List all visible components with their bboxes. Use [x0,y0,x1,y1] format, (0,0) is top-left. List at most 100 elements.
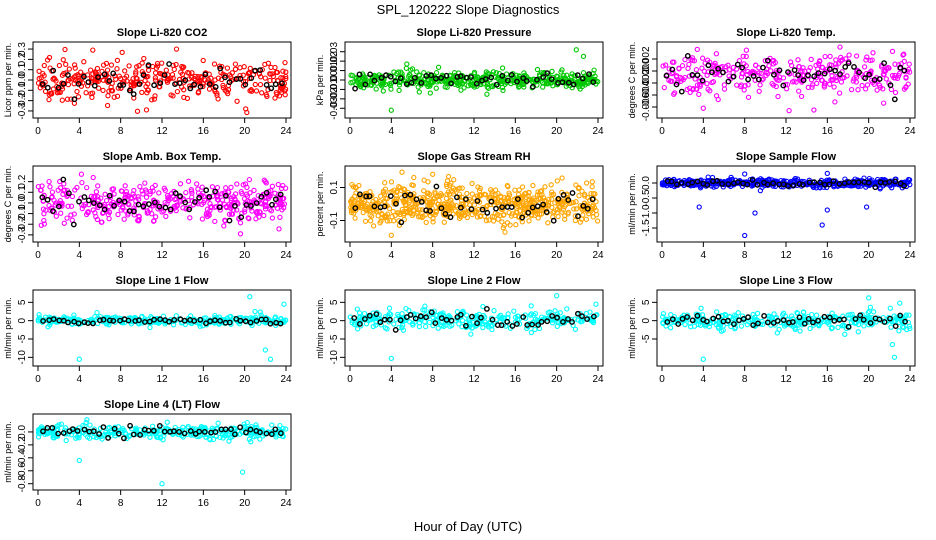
x-tick-label: 24 [592,374,604,385]
panel-title: Slope Gas Stream RH [417,151,530,163]
data-point [861,323,867,329]
y-tick-label: 0.1 [329,180,340,194]
data-point [199,184,205,190]
data-point [269,183,276,189]
data-point [215,420,221,426]
data-point [661,84,667,91]
black-point [177,193,184,200]
x-tick-label: 16 [822,374,834,385]
data-point [361,75,367,82]
data-point [139,60,145,66]
black-point [520,75,527,82]
data-point [388,179,395,185]
data-point [100,62,107,68]
data-point [500,87,506,94]
y-tick-label: 0 [641,317,652,323]
x-tick-label: 24 [904,374,916,385]
black-point [554,314,560,321]
data-point [199,216,206,222]
black-point [780,317,787,323]
data-point [119,49,125,56]
data-point [901,58,907,65]
x-tick-label: 24 [280,374,292,385]
data-point [38,75,44,81]
data-point [451,177,457,183]
data-point [498,78,504,85]
data-point [48,91,54,97]
outlier-point [819,222,825,228]
black-point [216,204,223,211]
data-point [206,86,213,92]
data-point [237,220,244,226]
outlier-point [76,457,82,464]
data-point [508,80,514,87]
black-point [901,67,908,74]
black-point [411,74,418,81]
chart-panel-3: Slope Li-820 Temp. 0 4 8 12 16 20 24 -0.006-0.00… [627,27,916,137]
data-point [152,77,159,83]
x-tick-label: 24 [904,250,916,261]
y-tick-label: 0.2 [17,52,28,66]
outlier-point [824,207,830,213]
black-point [891,96,898,103]
data-point [63,61,69,68]
data-point [114,93,121,99]
data-point [554,178,560,184]
data-point [209,184,216,190]
x-tick-label: 12 [468,250,480,261]
black-point [50,67,57,74]
data-point [861,64,868,70]
data-point [58,210,64,216]
y-axis-label: degrees C per min. [627,42,637,119]
data-point [133,71,139,77]
black-point [801,320,808,327]
data-point [159,60,165,66]
data-point [53,213,59,219]
black-point [764,319,771,326]
data-point [576,193,582,199]
black-point [540,74,547,81]
black-point [852,316,859,322]
black-point [493,81,500,88]
data-point [253,88,260,94]
data-point [163,67,169,73]
black-point [570,81,577,88]
panel-title: Slope Li-820 Pressure [417,27,532,39]
data-point [232,61,239,67]
black-point [745,76,751,83]
black-points [39,61,285,103]
black-points [352,70,597,92]
black-point [684,53,691,59]
black-point [760,64,766,71]
black-point [126,87,133,94]
black-point [206,81,213,88]
data-point [396,82,403,88]
x-tick-label: 0 [35,498,41,509]
x-tick-label: 16 [198,126,210,137]
data-point [46,178,52,185]
data-point [136,63,142,69]
black-point [130,208,137,215]
x-tick-label: 8 [742,126,748,137]
black-point [121,198,128,205]
data-point [280,75,286,81]
x-tick-label: 0 [347,126,353,137]
x-tick-label: 8 [742,374,748,385]
data-point [399,169,405,175]
outlier-point [143,107,150,113]
data-point [36,312,42,318]
data-point [423,219,429,226]
black-point [488,198,495,205]
black-point [432,75,439,82]
data-point [714,309,720,315]
data-point [532,326,538,333]
black-point [162,204,169,211]
chart-panel-7: Slope Line 1 Flow 0 4 8 12 16 20 24 -10 -5 0 5 ml/mi… [3,275,292,385]
x-tick-label: 8 [742,250,748,261]
y-axis-label: ml/min per min. [315,297,325,359]
data-point [153,65,160,71]
data-point [83,90,89,96]
black-point [523,78,530,84]
data-point [416,89,422,95]
data-point [195,89,202,95]
